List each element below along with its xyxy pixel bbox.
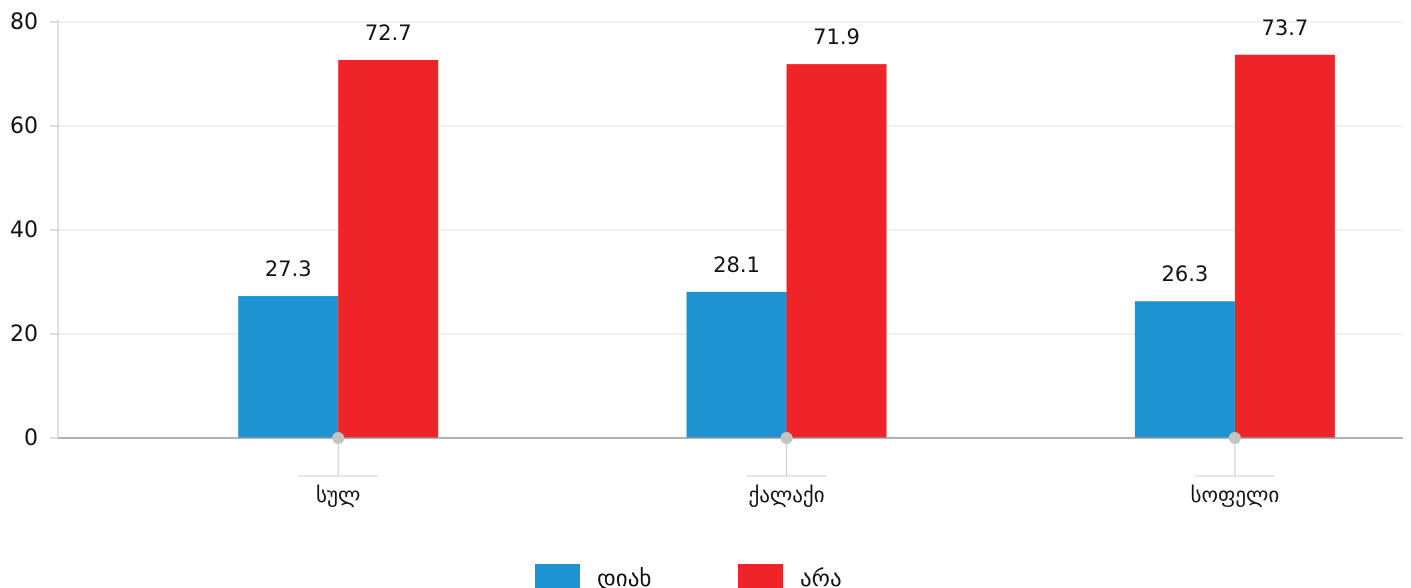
gridlines (58, 21, 1403, 335)
y-axis-ticks: 0 20 40 60 80 (10, 10, 58, 451)
category-label: სულ (316, 483, 360, 507)
bar (238, 296, 339, 438)
legend: დიახ არა (535, 564, 842, 588)
legend-label: დიახ (597, 566, 651, 588)
data-labels: 27.3 72.7 28.1 71.9 26.3 73.7 (265, 16, 1308, 286)
category-label: სოფელი (1191, 483, 1280, 507)
data-label: 73.7 (1261, 16, 1308, 40)
y-tick-label: 60 (10, 114, 38, 139)
data-label: 26.3 (1161, 262, 1208, 286)
legend-swatch (738, 564, 783, 588)
bar (1234, 54, 1335, 438)
legend-swatch (535, 564, 580, 588)
y-tick-label: 80 (10, 10, 38, 35)
category-marker (1228, 432, 1241, 444)
data-label: 71.9 (813, 25, 860, 49)
bar (338, 59, 439, 439)
bar (786, 64, 887, 439)
data-label: 27.3 (265, 257, 312, 281)
y-tick-label: 20 (10, 322, 38, 347)
category-marker (332, 432, 345, 444)
bars (238, 54, 1335, 439)
data-label: 28.1 (713, 253, 760, 277)
bar (686, 291, 787, 438)
category-marker (780, 432, 793, 444)
y-tick-label: 0 (24, 426, 38, 451)
bar (1134, 301, 1235, 438)
legend-label: არა (800, 566, 842, 588)
y-tick-label: 40 (10, 218, 38, 243)
category-label: ქალაქი (748, 483, 824, 507)
x-axis-categories: სულ ქალაქი სოფელი (298, 432, 1279, 507)
data-label: 72.7 (365, 21, 412, 45)
